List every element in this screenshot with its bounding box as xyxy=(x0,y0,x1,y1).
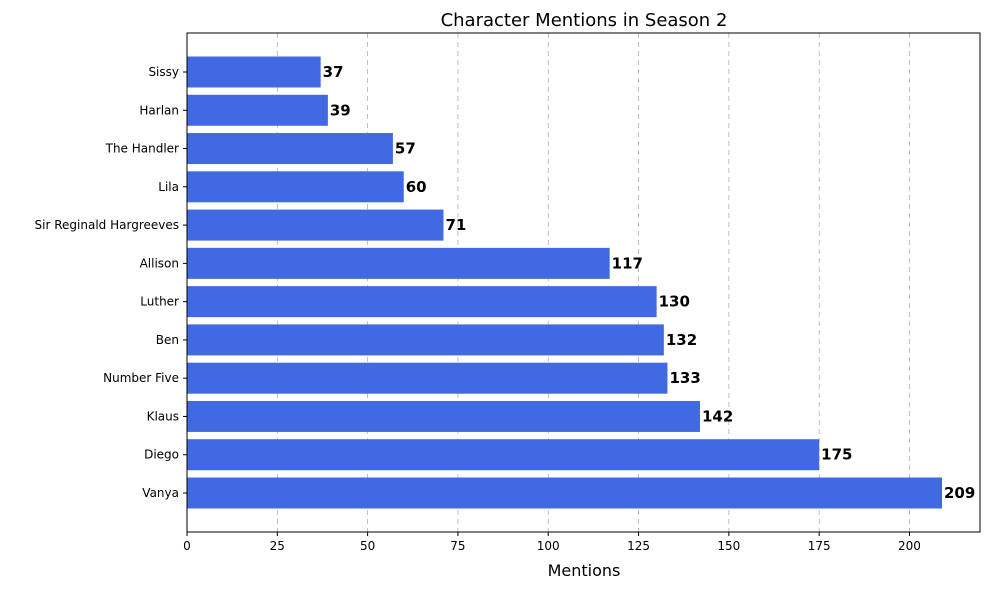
x-tick-label: 75 xyxy=(450,539,465,553)
y-tick-label: Klaus xyxy=(147,409,179,423)
y-axis-ticks: Sissy Harlan The Handler Lila Sir Reginald H… xyxy=(35,65,187,500)
bar xyxy=(187,94,328,126)
bar xyxy=(187,247,610,279)
data-label: 130 xyxy=(659,293,690,311)
bar xyxy=(187,286,657,318)
bar xyxy=(187,439,820,471)
x-tick-label: 0 xyxy=(183,539,191,553)
data-label: 39 xyxy=(330,101,351,119)
data-labels: 37 39 57 60 71 117 130 132 133 142 175 209 xyxy=(323,63,976,502)
bar xyxy=(187,133,393,165)
bars xyxy=(187,56,942,509)
x-tick-label: 50 xyxy=(360,539,375,553)
y-tick-label: Number Five xyxy=(103,371,179,385)
data-label: 71 xyxy=(445,216,466,234)
bar xyxy=(187,362,668,394)
bar xyxy=(187,209,444,241)
x-tick-label: 150 xyxy=(717,539,740,553)
data-label: 142 xyxy=(702,407,733,425)
data-label: 37 xyxy=(323,63,344,81)
x-tick-label: 125 xyxy=(627,539,650,553)
y-tick-label: Vanya xyxy=(142,486,179,500)
y-tick-label: Diego xyxy=(144,448,179,462)
data-label: 57 xyxy=(395,140,416,158)
data-label: 133 xyxy=(669,369,700,387)
data-label: 132 xyxy=(666,331,697,349)
x-tick-label: 200 xyxy=(898,539,921,553)
chart-title: Character Mentions in Season 2 xyxy=(441,10,728,31)
plot-frame xyxy=(186,32,981,533)
data-label: 117 xyxy=(612,254,643,272)
x-axis-label: Mentions xyxy=(548,561,621,580)
bar xyxy=(187,400,700,432)
x-tick-label: 100 xyxy=(537,539,560,553)
x-axis-ticks: 0 25 50 75 100 125 150 175 200 xyxy=(183,532,921,553)
x-tick-label: 175 xyxy=(808,539,831,553)
y-tick-label: Lila xyxy=(158,180,179,194)
data-label: 175 xyxy=(821,446,852,464)
x-tick-label: 25 xyxy=(270,539,285,553)
y-tick-label: Ben xyxy=(156,333,179,347)
y-tick-label: Sissy xyxy=(148,65,179,79)
y-tick-label: The Handler xyxy=(105,142,179,156)
bar xyxy=(187,477,942,509)
bar xyxy=(187,56,321,88)
bar xyxy=(187,171,404,203)
data-label: 60 xyxy=(406,178,427,196)
data-label: 209 xyxy=(944,484,975,502)
y-tick-label: Harlan xyxy=(139,103,179,117)
y-tick-label: Luther xyxy=(140,295,179,309)
bar xyxy=(187,324,664,356)
y-tick-label: Allison xyxy=(140,256,179,270)
y-tick-label: Sir Reginald Hargreeves xyxy=(35,218,179,232)
